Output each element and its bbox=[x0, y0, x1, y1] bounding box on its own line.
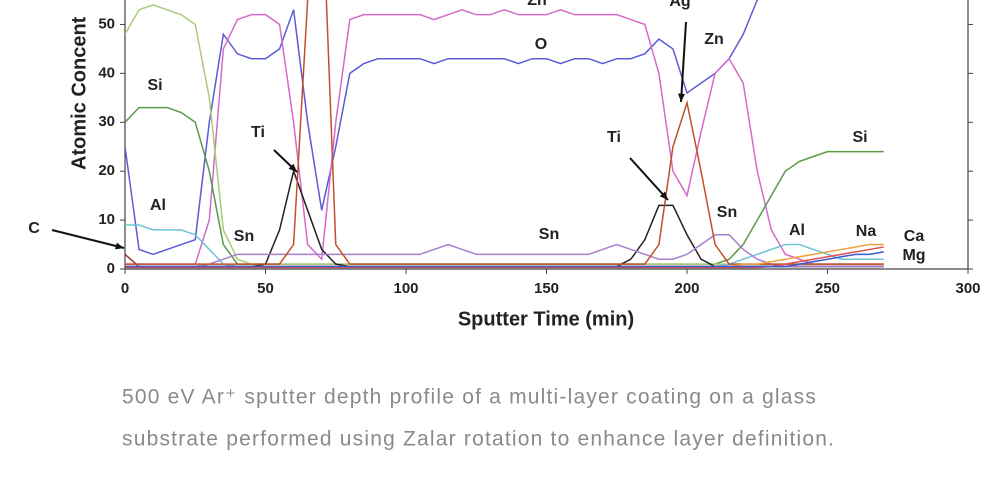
x-axis-label: Sputter Time (min) bbox=[458, 308, 634, 330]
annotation: Na bbox=[856, 223, 877, 240]
arrow-head bbox=[288, 163, 297, 172]
annotation: Al bbox=[150, 197, 166, 214]
annotation: Sn bbox=[539, 226, 559, 243]
x-tick-label: 50 bbox=[257, 280, 274, 297]
annotation: Ag bbox=[669, 0, 690, 10]
caption-line: substrate performed using Zalar rotation… bbox=[122, 428, 835, 451]
x-tick-label: 0 bbox=[121, 280, 129, 297]
annotation: O bbox=[535, 36, 547, 53]
x-tick-label: 200 bbox=[674, 280, 699, 297]
arrow-head bbox=[659, 191, 668, 200]
y-tick-label: 40 bbox=[98, 64, 115, 81]
annotation: Ca bbox=[904, 228, 925, 245]
y-axis-label: Atomic Concent bbox=[68, 16, 90, 170]
annotation: Mg bbox=[902, 247, 925, 264]
x-tick-label: 300 bbox=[955, 280, 980, 297]
series-line bbox=[125, 8, 884, 265]
annotation: Sn bbox=[717, 204, 737, 221]
x-tick-label: 250 bbox=[815, 280, 840, 297]
annotation: C bbox=[28, 220, 40, 237]
arrow-head bbox=[678, 93, 686, 102]
arrow-line bbox=[629, 157, 669, 201]
y-tick-label: 0 bbox=[107, 260, 115, 277]
annotation: Al bbox=[789, 222, 805, 239]
annotation: Si bbox=[852, 129, 867, 146]
annotation: Ti bbox=[251, 124, 265, 141]
y-tick-label: 10 bbox=[98, 211, 115, 228]
y-tick-label: 20 bbox=[98, 162, 115, 179]
annotation: Si bbox=[147, 77, 162, 94]
series-line bbox=[125, 0, 759, 256]
arrow-line bbox=[680, 21, 687, 103]
caption-line: 500 eV Ar⁺ sputter depth profile of a mu… bbox=[122, 386, 817, 409]
arrow-head bbox=[115, 242, 124, 250]
annotation: Ti bbox=[607, 129, 621, 146]
y-tick-label: 50 bbox=[98, 15, 115, 32]
annotation: Zn bbox=[704, 31, 724, 48]
y-tick-label: 30 bbox=[98, 113, 115, 130]
series-line bbox=[125, 168, 884, 268]
x-tick-label: 100 bbox=[393, 280, 418, 297]
annotation: Zn bbox=[527, 0, 547, 9]
annotation: Sn bbox=[234, 228, 254, 245]
plot-lines bbox=[125, 0, 884, 269]
series-line bbox=[125, 251, 884, 268]
x-tick-label: 150 bbox=[534, 280, 559, 297]
arrow-line bbox=[51, 229, 125, 249]
series-line bbox=[125, 246, 884, 269]
series-line bbox=[125, 234, 884, 268]
